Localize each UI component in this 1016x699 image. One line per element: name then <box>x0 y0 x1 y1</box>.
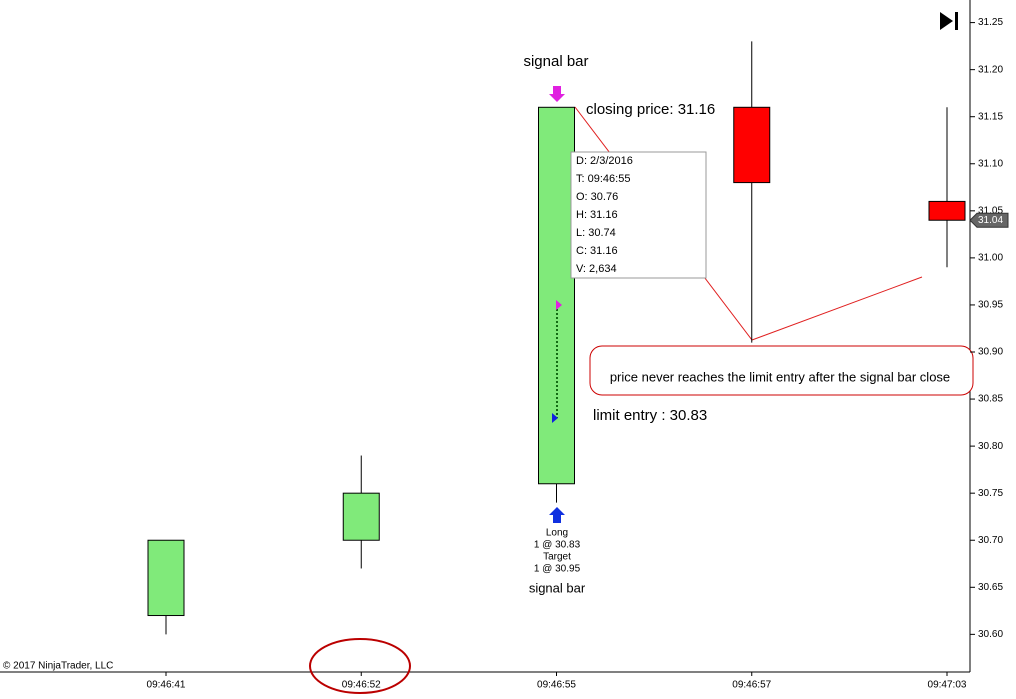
order-label: 1 @ 30.83 <box>534 540 581 551</box>
y-tick-label: 30.65 <box>978 582 1003 593</box>
note-box <box>589 345 974 396</box>
y-tick-label: 30.90 <box>978 347 1003 358</box>
x-tick-label: 09:46:52 <box>342 680 381 691</box>
order-label: Long <box>546 528 568 539</box>
y-tick-label: 31.25 <box>978 17 1003 28</box>
y-tick-label: 30.60 <box>978 629 1003 640</box>
y-tick-label: 31.10 <box>978 158 1003 169</box>
x-tick-label: 09:46:55 <box>537 680 576 691</box>
order-label: 1 @ 30.95 <box>534 564 581 575</box>
scroll-end-icon[interactable] <box>955 12 958 30</box>
candle-body <box>928 200 966 221</box>
y-tick-label: 30.75 <box>978 488 1003 499</box>
y-tick-label: 30.95 <box>978 300 1003 311</box>
y-tick-label: 30.80 <box>978 441 1003 452</box>
sell-arrow <box>549 86 565 102</box>
y-tick-label: 30.70 <box>978 535 1003 546</box>
annotation: closing price: 31.16 <box>586 101 715 118</box>
scroll-end-icon[interactable] <box>940 12 953 30</box>
tooltip-line: V: 2,634 <box>576 263 617 275</box>
annotation: signal bar <box>523 53 588 70</box>
y-tick-label: 31.15 <box>978 111 1003 122</box>
target-marker <box>556 300 562 310</box>
last-price-marker <box>969 212 1009 228</box>
x-tick-label: 09:46:41 <box>147 680 186 691</box>
tooltip-line: D: 2/3/2016 <box>576 155 633 167</box>
tooltip-line: T: 09:46:55 <box>576 173 630 185</box>
annotation: price never reaches the limit entry afte… <box>610 369 950 384</box>
candle-body <box>147 539 185 617</box>
last-price-label: 31.04 <box>978 215 1003 226</box>
candle-body <box>342 492 380 541</box>
entry-marker <box>552 413 558 423</box>
tooltip <box>570 151 707 279</box>
buy-arrow <box>549 507 565 523</box>
x-tick-label: 09:46:57 <box>732 680 771 691</box>
order-label: Target <box>543 552 571 563</box>
y-tick-label: 31.05 <box>978 205 1003 216</box>
tooltip-line: O: 30.76 <box>576 191 618 203</box>
candle-body <box>733 106 771 184</box>
candle-body <box>538 106 575 485</box>
tooltip-line: H: 31.16 <box>576 209 618 221</box>
copyright: © 2017 NinjaTrader, LLC <box>3 661 113 672</box>
highlight-ellipse <box>309 638 411 694</box>
annotation: limit entry : 30.83 <box>593 407 707 424</box>
x-tick-label: 09:47:03 <box>928 680 967 691</box>
y-tick-label: 31.00 <box>978 253 1003 264</box>
y-tick-label: 30.85 <box>978 394 1003 405</box>
annotation: signal bar <box>529 580 586 595</box>
tooltip-line: L: 30.74 <box>576 227 616 239</box>
y-tick-label: 31.20 <box>978 64 1003 75</box>
tooltip-line: C: 31.16 <box>576 245 618 257</box>
